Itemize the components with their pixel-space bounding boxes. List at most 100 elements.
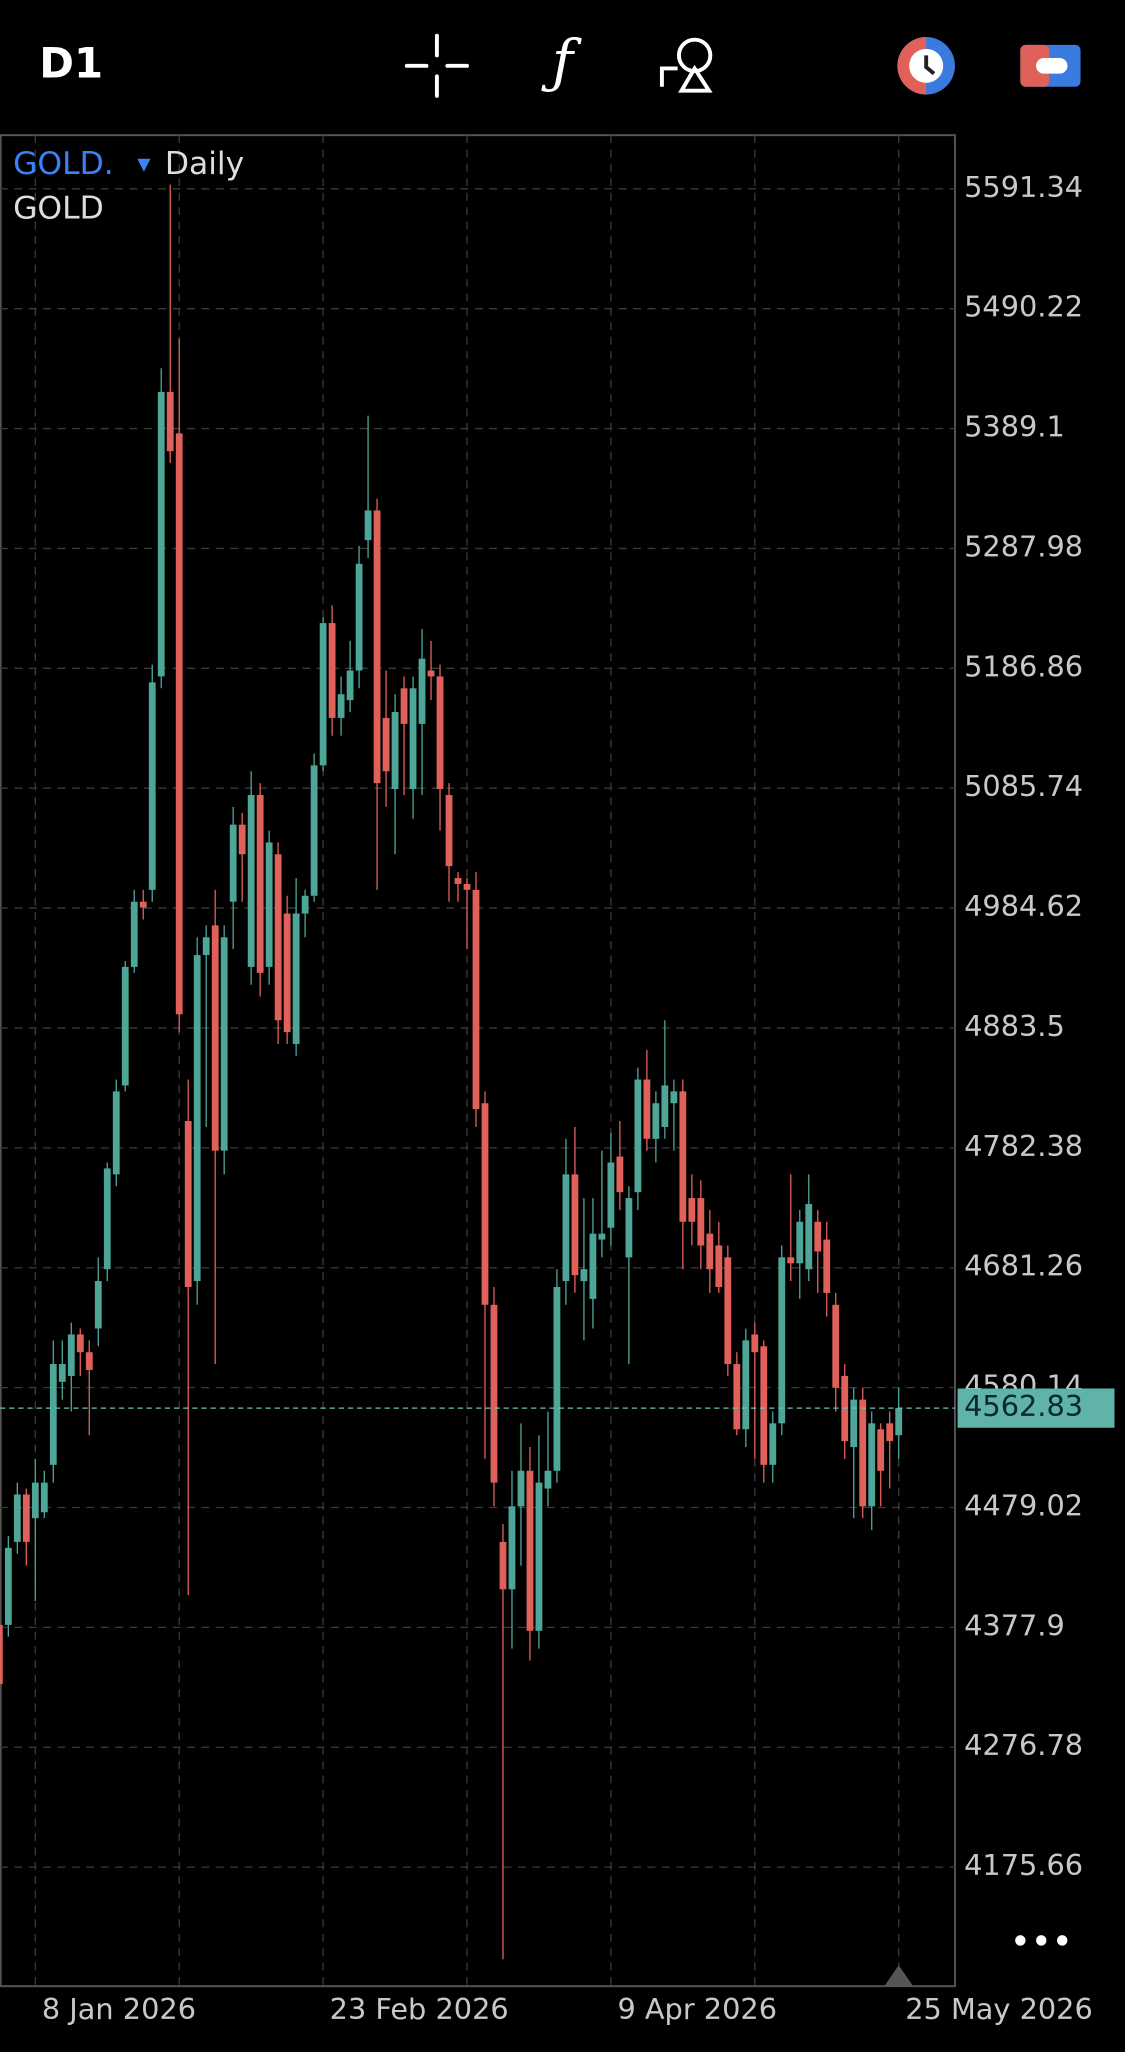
candle-body — [265, 842, 273, 967]
y-tick-label: 4883.5 — [964, 1009, 1065, 1043]
y-tick-label: 5490.22 — [964, 290, 1083, 324]
candle-body — [427, 670, 435, 677]
y-tick-label: 5186.86 — [964, 649, 1083, 683]
candle-body — [211, 925, 219, 1151]
candle-body — [355, 563, 363, 671]
candle-body — [247, 795, 255, 967]
candle-body — [499, 1541, 507, 1590]
objects-button[interactable] — [659, 37, 713, 93]
candle-body — [130, 901, 138, 967]
x-tick-label: 25 May 2026 — [905, 1992, 1093, 2026]
timeframe-button[interactable]: D1 — [39, 38, 103, 87]
candle-body — [481, 1103, 489, 1305]
x-tick-label: 9 Apr 2026 — [617, 1992, 777, 2026]
candle-body — [634, 1079, 642, 1193]
y-tick-label: 4479.02 — [964, 1488, 1083, 1522]
candle-body — [805, 1204, 813, 1270]
candle-body — [391, 712, 399, 790]
symbol-legend[interactable]: GOLD. — [13, 146, 114, 182]
y-tick-label: 4175.66 — [964, 1848, 1083, 1882]
candle-body — [193, 955, 201, 1282]
candle-body — [697, 1198, 705, 1246]
candles — [0, 184, 903, 1960]
symbol-dropdown[interactable] — [137, 158, 151, 172]
y-tick-label: 4681.26 — [964, 1249, 1083, 1283]
candle-body — [724, 1257, 732, 1365]
candle-body — [112, 1091, 120, 1175]
candle-body — [409, 688, 417, 790]
candle-body — [121, 966, 129, 1086]
candle-body — [418, 658, 426, 724]
candle-body — [58, 1364, 66, 1382]
candle-body — [526, 1470, 534, 1631]
candle-body — [310, 765, 318, 896]
candle-body — [13, 1494, 21, 1542]
candle-body — [346, 670, 354, 701]
candle-body — [283, 913, 291, 1033]
more-button[interactable] — [1015, 1935, 1068, 1946]
period: Daily — [165, 146, 244, 182]
candle-body — [787, 1257, 795, 1264]
candle-body — [0, 1624, 3, 1685]
candle-body — [625, 1198, 633, 1258]
y-tick-label: 5389.1 — [964, 410, 1065, 444]
y-tick-label: 4377.9 — [964, 1608, 1065, 1642]
candle-body — [580, 1269, 588, 1282]
crosshair-button[interactable] — [404, 33, 469, 98]
candle-body — [103, 1168, 111, 1270]
x-tick-label: 23 Feb 2026 — [330, 1992, 509, 2026]
candle-body — [157, 391, 165, 677]
candle-body — [85, 1352, 93, 1370]
candle-body — [319, 623, 327, 766]
y-tick-label: 4984.62 — [964, 889, 1083, 923]
candle-body — [238, 824, 246, 855]
candle-body — [886, 1423, 894, 1442]
candle-body — [337, 694, 345, 718]
candle-body — [769, 1423, 777, 1465]
candle-body — [652, 1103, 660, 1139]
candle-body — [229, 824, 237, 902]
candle-body — [589, 1233, 597, 1299]
y-tick-label: 5287.98 — [964, 529, 1083, 563]
candle-body — [562, 1174, 570, 1282]
description: GOLD — [13, 191, 104, 227]
scroll-marker[interactable] — [884, 1965, 914, 1987]
candle-body — [850, 1399, 858, 1448]
candle-body — [814, 1221, 822, 1252]
candle-body — [445, 795, 453, 867]
axis-labels: 4175.664276.784377.94479.024580.144681.2… — [0, 170, 1115, 2026]
candle-body — [679, 1091, 687, 1222]
y-tick-label: 5591.34 — [964, 170, 1083, 204]
candle-body — [220, 937, 228, 1151]
trade-button[interactable] — [897, 37, 955, 95]
candle-body — [571, 1174, 579, 1276]
candle-body — [22, 1494, 30, 1542]
y-tick-label: 5085.74 — [964, 769, 1083, 803]
y-tick-label: 4276.78 — [964, 1728, 1083, 1762]
candle-body — [760, 1346, 768, 1465]
candle-body — [148, 682, 156, 890]
candle-body — [292, 913, 300, 1044]
candle-body — [868, 1423, 876, 1507]
candle-body — [40, 1482, 48, 1513]
candle-body — [4, 1547, 12, 1625]
candle-body — [616, 1156, 624, 1193]
candle-body — [373, 510, 381, 784]
candle-body — [184, 1121, 192, 1288]
plot-frame — [0, 134, 956, 1988]
symbol: GOLD. — [13, 146, 114, 182]
candle-body — [67, 1334, 75, 1376]
candle-body — [517, 1470, 525, 1507]
candle-body — [472, 889, 480, 1110]
candle-body — [688, 1198, 696, 1222]
candle-body — [400, 688, 408, 724]
candle-body — [256, 795, 264, 973]
candle-body — [706, 1233, 714, 1270]
candle-body — [535, 1482, 543, 1631]
candle-body — [454, 877, 462, 884]
candle-body — [508, 1506, 516, 1590]
account-button[interactable] — [1020, 44, 1081, 87]
candle-body — [202, 937, 210, 956]
